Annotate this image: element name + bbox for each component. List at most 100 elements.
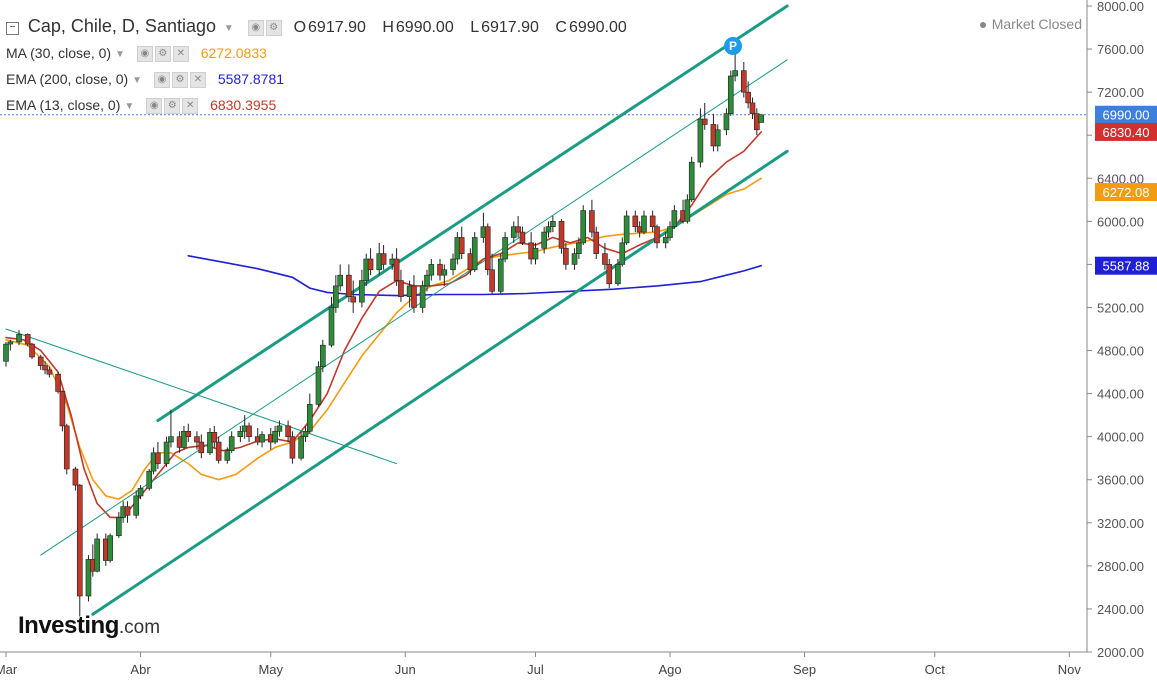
candle-body [727, 75, 734, 114]
candle-body [37, 356, 44, 366]
y-tick-label: 2400.00 [1097, 602, 1144, 617]
candle-body [63, 425, 70, 470]
eye-icon[interactable]: ◉ [146, 98, 163, 115]
y-tick-label: 6000.00 [1097, 214, 1144, 229]
candle-body [571, 253, 578, 265]
y-tick-label: 3600.00 [1097, 473, 1144, 488]
candle-body [359, 280, 365, 303]
indicator-label: EMA (13, close, 0) [6, 97, 121, 113]
candle-body [424, 274, 430, 287]
y-tick-label: 4400.00 [1097, 387, 1144, 402]
eye-icon[interactable]: ◉ [247, 20, 264, 37]
indicator-ema13[interactable]: EMA (13, close, 0) ▼ ◉ ⚙ ✕ 6830.3955 [6, 97, 276, 115]
close-icon[interactable]: ✕ [182, 98, 199, 115]
chevron-down-icon[interactable]: ▼ [132, 74, 143, 86]
candle-body [72, 468, 79, 486]
x-tick-label: Abr [130, 662, 151, 677]
candle-body [155, 452, 161, 464]
candle-body [714, 129, 721, 147]
candle-body [545, 226, 552, 233]
chevron-down-icon[interactable]: ▼ [223, 22, 234, 34]
close-icon[interactable]: ✕ [172, 46, 189, 63]
candle-body [602, 253, 608, 265]
candle-body [484, 226, 491, 271]
candle-body [684, 199, 691, 222]
candle-body [589, 210, 595, 233]
candle-body [7, 341, 14, 345]
candle-body [346, 274, 352, 297]
gear-icon[interactable]: ⚙ [265, 20, 282, 37]
gear-icon[interactable]: ⚙ [164, 98, 181, 115]
candle-body [181, 430, 187, 448]
candle-body [697, 118, 704, 163]
candle-body [337, 274, 343, 287]
candle-body [298, 436, 304, 459]
gear-icon[interactable]: ⚙ [171, 72, 188, 89]
market-status: Market Closed [979, 16, 1082, 32]
candle-body [688, 161, 695, 201]
indicator-label: EMA (200, close, 0) [6, 71, 129, 87]
candle-body [380, 253, 387, 265]
symbol-collapse-icon[interactable]: − [6, 21, 19, 35]
price-badge [1095, 105, 1157, 124]
x-tick-label: Mar [0, 662, 18, 677]
candle-body [315, 366, 322, 405]
candle-body [116, 517, 122, 537]
candle-body [502, 237, 508, 260]
candle-body [428, 264, 435, 276]
candle-body [168, 436, 174, 443]
candle-body [745, 91, 751, 104]
candle-body [393, 258, 400, 281]
gear-icon[interactable]: ⚙ [154, 46, 171, 63]
candle-body [471, 237, 478, 271]
candle-body [107, 535, 113, 561]
indicator-ma30[interactable]: MA (30, close, 0) ▼ ◉ ⚙ ✕ 6272.0833 [6, 45, 267, 63]
candle-body [576, 242, 582, 254]
price-badge-label: 6272.08 [1103, 185, 1150, 200]
symbol-title[interactable]: Cap, Chile, D, Santiago [27, 16, 216, 36]
symbol-legend[interactable]: − Cap, Chile, D, Santiago ▼ ◉ ⚙ O 6917.90 … [6, 16, 639, 37]
candle-body [732, 70, 738, 77]
candle-body [701, 118, 708, 125]
candle-body [580, 210, 587, 244]
candle-body [558, 221, 565, 249]
chevron-down-icon[interactable]: ▼ [124, 100, 135, 112]
candle-body [619, 242, 626, 265]
x-tick-label: May [258, 662, 283, 677]
candle-body [519, 231, 526, 244]
candle-body [124, 506, 131, 516]
candlestick-series [3, 54, 764, 617]
candle-body [185, 430, 192, 437]
candle-body [198, 441, 205, 454]
eye-icon[interactable]: ◉ [153, 72, 170, 89]
price-badge [1095, 122, 1157, 141]
y-tick-label: 3200.00 [1097, 516, 1144, 531]
candle-body [146, 470, 153, 489]
candle-body [328, 307, 335, 346]
investing-logo: Investing.com [18, 612, 161, 639]
eye-icon[interactable]: ◉ [136, 46, 153, 63]
candle-body [29, 343, 35, 358]
close-icon[interactable]: ✕ [189, 72, 206, 89]
y-tick-label: 6400.00 [1097, 171, 1144, 186]
candle-body [667, 226, 673, 238]
candle-body [458, 237, 465, 254]
status-dot-icon [979, 22, 986, 29]
x-tick-label: Sep [793, 662, 816, 677]
price-badge-label: 6990.00 [1103, 108, 1150, 123]
candle-body [211, 432, 218, 443]
candle-body [24, 334, 31, 345]
candle-body [85, 559, 92, 597]
y-tick-label: 5200.00 [1097, 300, 1144, 315]
candle-body [237, 430, 244, 437]
indicator-ema200[interactable]: EMA (200, close, 0) ▼ ◉ ⚙ ✕ 5587.8781 [6, 71, 284, 89]
event-marker-icon[interactable]: P [724, 37, 742, 55]
chevron-down-icon[interactable]: ▼ [115, 48, 125, 60]
y-tick-label: 7200.00 [1097, 85, 1144, 100]
candle-body [515, 226, 521, 233]
series-line [187, 255, 763, 297]
candle-body [641, 215, 647, 233]
candle-body [333, 285, 339, 308]
